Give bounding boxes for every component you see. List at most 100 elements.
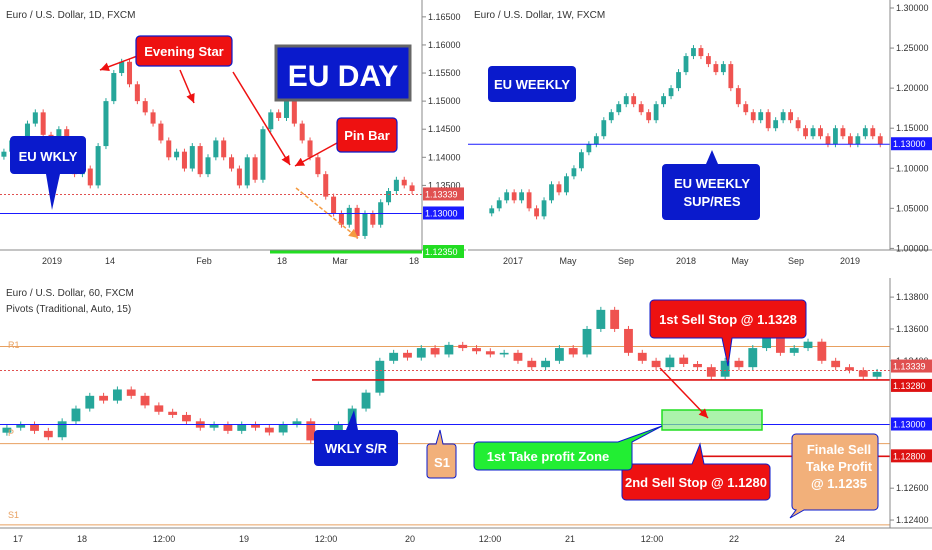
candle-body — [803, 128, 808, 137]
candle-body — [579, 152, 584, 169]
evening-star-label: Evening Star — [144, 44, 223, 59]
s1-callout — [426, 429, 457, 479]
x-tick-label: 21 — [565, 534, 575, 544]
final-tp-line-3: @ 1.1235 — [811, 476, 867, 491]
pin-bar-callout — [336, 117, 398, 153]
sell-to-tp-arrow — [659, 367, 709, 419]
x-tick-label: May — [731, 256, 749, 266]
candle-body — [57, 421, 67, 438]
pivot-s1-label: S1 — [8, 510, 19, 520]
x-tick-label: 18 — [277, 256, 287, 266]
candle-body — [485, 351, 495, 355]
candle-body — [181, 151, 187, 169]
projection-arrow — [295, 187, 359, 239]
price-label-bg — [891, 137, 932, 151]
candle-body — [623, 96, 629, 105]
candle-body — [743, 104, 749, 113]
candle-body — [593, 136, 599, 145]
candle-body — [833, 128, 838, 145]
candle-body — [870, 128, 876, 137]
candle-body — [638, 104, 644, 113]
candle-body — [748, 348, 758, 368]
candle-body — [99, 395, 109, 401]
candle-body — [877, 136, 883, 145]
evening-star-arrow-mid — [179, 69, 195, 104]
y-tick-label: 1.30000 — [896, 3, 929, 13]
candle-body — [458, 344, 468, 349]
candle-body — [616, 104, 622, 113]
candle-body — [112, 389, 122, 401]
price-label: 1.12800 — [893, 451, 926, 461]
candle-body — [720, 360, 730, 377]
candle-body — [693, 363, 702, 368]
candle-body — [30, 424, 39, 431]
eu-weekly-callout — [488, 66, 576, 102]
price-label-bg — [891, 449, 932, 463]
daily-chart-panel[interactable]: 1.16500 1.16000 1.15500 1.15000 1.14500 1.140… — [0, 0, 466, 272]
candle-body — [653, 104, 659, 121]
pivot-r1-label: R1 — [8, 340, 20, 350]
eu-wkly-label: EU WKLY — [19, 149, 78, 164]
price-label: 1.12350 — [425, 247, 458, 257]
daily-price-labels: 1.13000 1.13339 1.12350 — [423, 187, 464, 258]
y-tick-label: 1.16000 — [428, 40, 461, 50]
candle-body — [472, 348, 481, 352]
sup-res-callout — [662, 150, 760, 220]
y-tick-label: 1.15500 — [428, 68, 461, 78]
candle-body — [734, 360, 744, 368]
weekly-title: Euro / U.S. Dollar, 1W, FXCM — [474, 10, 605, 21]
candle-body — [251, 424, 260, 428]
y-tick-label: 1.20000 — [896, 83, 929, 93]
candle-body — [582, 328, 592, 355]
candle-body — [168, 411, 178, 415]
x-tick-label: 12:00 — [153, 534, 176, 544]
hourly-x-ticks: 17 18 12:00 19 12:00 20 12:00 21 12:00 22 24 — [13, 534, 845, 544]
price-label: 1.13000 — [893, 139, 926, 149]
candle-body — [568, 348, 578, 355]
candle-body — [142, 101, 148, 113]
price-label: 1.13339 — [893, 362, 926, 372]
candle-body — [103, 101, 109, 147]
weekly-chart-svg: 1.30000 1.25000 1.20000 1.15000 1.10000 1.050… — [468, 0, 932, 266]
candle-body — [676, 72, 681, 89]
y-tick-label: 1.12600 — [896, 483, 929, 493]
candle-body — [283, 101, 290, 118]
price-label-bg — [423, 245, 464, 258]
candle-body — [556, 184, 562, 193]
y-tick-label: 1.16500 — [428, 12, 461, 22]
candle-body — [71, 408, 81, 422]
daily-chart-svg: 1.16500 1.16000 1.15500 1.15000 1.14500 1.140… — [0, 0, 466, 266]
candle-body — [150, 112, 156, 124]
candle-body — [166, 140, 172, 158]
x-tick-label: 22 — [729, 534, 739, 544]
candle-body — [306, 421, 316, 441]
weekly-x-ticks: 2017 May Sep 2018 May Sep 2019 — [503, 256, 860, 266]
candle-body — [817, 341, 827, 361]
x-tick-label: 2019 — [840, 256, 860, 266]
weekly-chart-panel[interactable]: 1.30000 1.25000 1.20000 1.15000 1.10000 1.050… — [468, 0, 932, 272]
candle-body — [631, 96, 637, 105]
candle-body — [679, 357, 689, 364]
candle-body — [862, 128, 868, 137]
candle-body — [651, 360, 661, 368]
candle-body — [291, 101, 297, 124]
price-label-bg — [423, 206, 464, 220]
candle-body — [513, 352, 523, 361]
candle-body — [268, 112, 274, 130]
x-tick-label: 20 — [405, 534, 415, 544]
x-tick-label: 24 — [835, 534, 845, 544]
candle-body — [197, 146, 203, 175]
candle-body — [174, 151, 180, 158]
weekly-y-ticks: 1.30000 1.25000 1.20000 1.15000 1.10000 1.050… — [890, 3, 929, 253]
pin-bar-label: Pin Bar — [344, 128, 390, 143]
candle-body — [260, 129, 266, 180]
candle-body — [668, 88, 674, 97]
candle-body — [541, 360, 551, 368]
final-tp-line-1: Finale Sell — [807, 442, 871, 457]
candle-body — [362, 213, 368, 236]
candle-body — [610, 309, 620, 329]
candle-body — [691, 48, 696, 57]
